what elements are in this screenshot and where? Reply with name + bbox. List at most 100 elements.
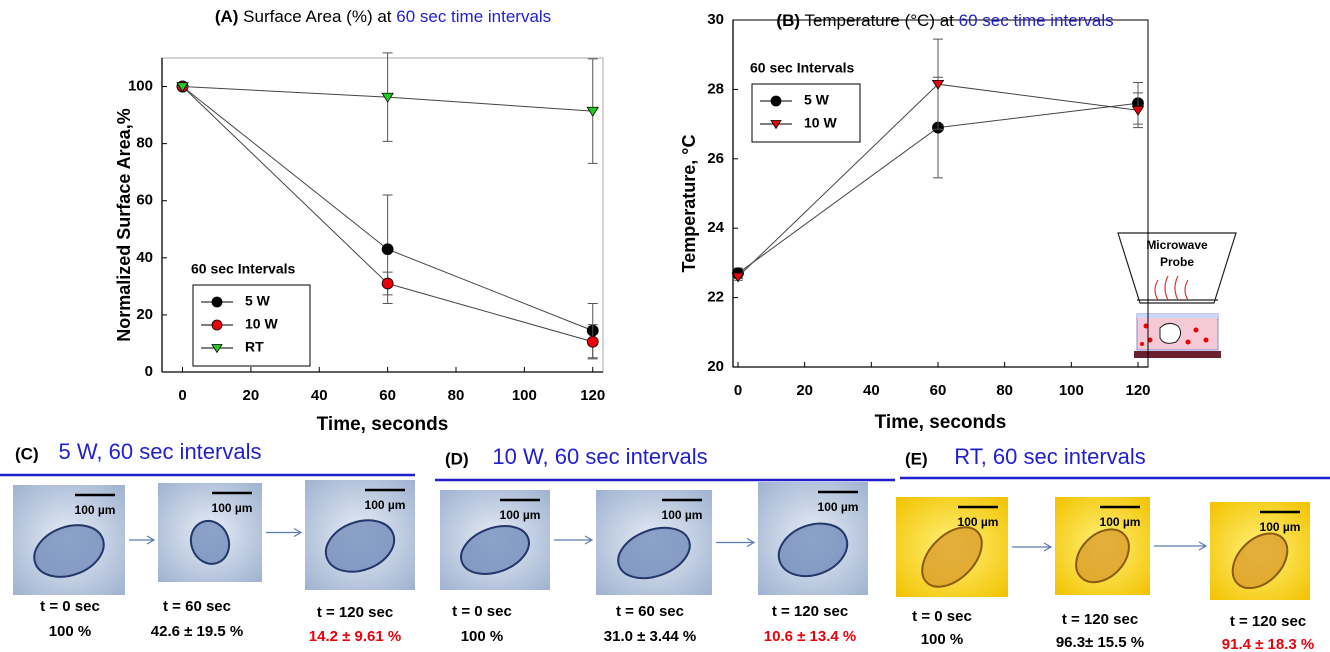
marker: [586, 106, 599, 117]
legend-marker: [211, 319, 223, 331]
panel-label: (D): [445, 449, 469, 468]
result-caption: 42.6 ± 19.5 %: [151, 623, 243, 640]
x-tick-label: 20: [796, 382, 813, 399]
time-caption: t = 60 sec: [616, 603, 684, 620]
title-highlight: 60 sec time intervals: [396, 7, 551, 26]
panel-label: (E): [905, 449, 928, 468]
scale-label: 100 µm: [365, 498, 406, 512]
x-tick-label: 120: [580, 387, 605, 404]
arrow: [129, 535, 156, 545]
crystal: [33, 524, 105, 578]
annotation: Microwave: [1146, 238, 1208, 252]
legend-marker: [770, 120, 782, 130]
marker: [586, 335, 599, 348]
time-caption: t = 0 sec: [40, 598, 100, 615]
scale-label: 100 µm: [662, 508, 703, 522]
time-caption: t = 120 sec: [1230, 613, 1306, 630]
title-text: Temperature (°C) at: [804, 11, 954, 30]
x-tick-label: 120: [1125, 382, 1150, 399]
result-caption: 100 %: [461, 628, 504, 645]
scale-label: 100 µm: [1100, 515, 1141, 529]
legend-label: 5 W: [245, 293, 271, 309]
x-axis-label: Time, seconds: [875, 412, 1007, 433]
x-tick-label: 0: [734, 382, 742, 399]
time-caption: t = 60 sec: [163, 598, 231, 615]
y-tick-label: 20: [136, 306, 153, 323]
y-tick-label: 100: [128, 78, 153, 95]
time-caption: t = 120 sec: [317, 604, 393, 621]
crystal: [189, 519, 231, 565]
x-tick-label: 60: [930, 382, 947, 399]
scale-label: 100 µm: [500, 508, 541, 522]
y-tick-label: 20: [707, 358, 724, 375]
arrow: [1012, 542, 1053, 552]
crystal: [617, 526, 691, 580]
chart-title: (A) Surface Area (%) at 60 sec time inte…: [215, 7, 551, 26]
marker: [381, 92, 394, 103]
legend-label: 10 W: [804, 115, 837, 131]
time-caption: t = 120 sec: [1062, 611, 1138, 628]
y-tick-label: 30: [707, 11, 724, 28]
chart-title: (B) Temperature (°C) at 60 sec time inte…: [776, 11, 1113, 30]
annotation: Probe: [1160, 255, 1194, 269]
x-tick-label: 100: [1059, 382, 1084, 399]
legend-title: 60 sec Intervals: [191, 261, 296, 277]
arrow: [266, 527, 303, 538]
x-tick-label: 20: [243, 387, 260, 404]
x-tick-label: 40: [311, 387, 328, 404]
y-tick-label: 22: [707, 289, 724, 306]
legend-label: 5 W: [804, 92, 830, 108]
time-caption: t = 0 sec: [912, 608, 972, 625]
panel-heading: RT, 60 sec intervals: [954, 444, 1146, 469]
panel-heading: 5 W, 60 sec intervals: [59, 439, 262, 464]
result-caption: 91.4 ± 18.3 %: [1222, 636, 1314, 652]
legend-marker: [211, 344, 223, 354]
panel-heading: 10 W, 60 sec intervals: [492, 444, 707, 469]
result-caption: 10.6 ± 13.4 %: [764, 628, 856, 645]
crystal: [921, 526, 983, 588]
legend-label: RT: [245, 339, 264, 355]
arrow: [1154, 541, 1208, 551]
crystal: [1075, 528, 1130, 584]
legend-title: 60 sec Intervals: [750, 60, 855, 76]
panel-label: (C): [15, 444, 39, 463]
result-caption: 14.2 ± 9.61 %: [309, 628, 401, 645]
crystal: [460, 525, 530, 575]
y-axis-label: Normalized Surface Area,%: [114, 108, 134, 341]
x-tick-label: 100: [512, 387, 537, 404]
x-axis-label: Time, seconds: [317, 414, 449, 435]
x-tick-label: 80: [448, 387, 465, 404]
marker: [381, 243, 394, 256]
marker: [176, 82, 189, 93]
legend-marker: [770, 95, 782, 107]
x-tick-label: 80: [996, 382, 1013, 399]
arrow: [554, 535, 594, 545]
marker: [381, 277, 394, 290]
scale-label: 100 µm: [212, 501, 253, 515]
scale-label: 100 µm: [958, 515, 999, 529]
y-tick-label: 0: [145, 363, 153, 380]
legend-label: 10 W: [245, 316, 278, 332]
x-tick-label: 0: [178, 387, 186, 404]
panel-label: (B): [776, 11, 800, 30]
y-tick-label: 26: [707, 150, 724, 167]
y-tick-label: 60: [136, 192, 153, 209]
result-caption: 31.0 ± 3.44 %: [604, 628, 696, 645]
marker: [931, 79, 945, 90]
result-caption: 100 %: [49, 623, 92, 640]
result-caption: 96.3± 15.5 %: [1056, 634, 1144, 651]
time-caption: t = 0 sec: [452, 603, 512, 620]
crystal: [1231, 532, 1289, 590]
title-highlight: 60 sec time intervals: [959, 11, 1114, 30]
legend-box: [751, 83, 861, 143]
x-tick-label: 40: [863, 382, 880, 399]
arrow: [716, 537, 756, 548]
crystal: [777, 522, 849, 578]
y-tick-label: 28: [707, 80, 724, 97]
marker: [1131, 105, 1145, 116]
panel-label: (A): [215, 7, 239, 26]
crystal: [324, 519, 396, 573]
title-text: Surface Area (%) at: [243, 7, 392, 26]
y-tick-label: 24: [707, 219, 724, 236]
